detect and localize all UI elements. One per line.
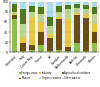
Bar xyxy=(65,9,71,19)
Bar xyxy=(90,2,99,52)
Bar xyxy=(29,45,35,50)
Bar xyxy=(74,8,80,13)
Bar xyxy=(12,12,17,14)
Legend: Energy crops, Manure, Industry, Organic wastes, Agricultural residues, Other was: Energy crops, Manure, Industry, Organic … xyxy=(19,71,90,80)
Bar xyxy=(74,13,80,15)
Bar xyxy=(63,2,72,52)
Bar xyxy=(56,2,62,6)
Bar xyxy=(37,2,46,52)
Bar xyxy=(92,43,97,52)
Bar xyxy=(46,2,54,52)
Bar xyxy=(56,19,62,50)
Bar xyxy=(83,9,88,14)
Bar xyxy=(83,14,88,18)
Bar xyxy=(38,22,44,32)
Bar xyxy=(56,6,62,12)
Bar xyxy=(47,34,53,38)
Bar xyxy=(12,14,17,15)
Bar xyxy=(12,15,17,19)
Bar xyxy=(47,38,53,51)
Bar xyxy=(38,45,44,52)
Bar xyxy=(83,18,88,51)
Bar xyxy=(38,7,44,14)
Bar xyxy=(12,2,17,4)
Bar xyxy=(81,2,90,52)
Bar xyxy=(10,2,19,52)
Bar xyxy=(28,2,37,52)
Bar xyxy=(65,51,71,52)
Bar xyxy=(92,7,97,14)
Bar xyxy=(38,2,44,7)
Bar xyxy=(20,9,26,24)
Bar xyxy=(29,50,35,52)
Bar xyxy=(47,26,53,34)
Bar xyxy=(47,17,53,26)
Bar xyxy=(29,17,35,45)
Bar xyxy=(38,14,44,22)
Bar xyxy=(56,12,62,17)
Bar xyxy=(65,47,71,51)
Bar xyxy=(19,2,28,52)
Bar xyxy=(74,15,80,43)
Bar xyxy=(38,32,44,45)
Bar xyxy=(74,2,80,4)
Bar xyxy=(83,2,88,5)
Bar xyxy=(20,37,26,43)
Bar xyxy=(74,43,80,52)
Bar xyxy=(29,6,35,12)
Bar xyxy=(92,14,97,24)
Bar xyxy=(65,19,71,47)
Bar xyxy=(47,51,53,52)
Bar xyxy=(29,12,35,17)
Bar xyxy=(83,51,88,52)
Bar xyxy=(12,4,17,12)
Bar xyxy=(92,2,97,7)
Bar xyxy=(92,24,97,32)
Bar xyxy=(47,2,53,17)
Bar xyxy=(55,2,63,52)
Bar xyxy=(20,51,26,52)
Bar xyxy=(56,50,62,52)
Bar xyxy=(20,2,26,9)
Bar xyxy=(65,2,71,5)
Bar xyxy=(56,17,62,19)
Bar xyxy=(29,2,35,6)
Bar xyxy=(83,5,88,9)
Bar xyxy=(92,32,97,43)
Bar xyxy=(20,24,26,37)
Bar xyxy=(65,5,71,9)
Bar xyxy=(12,19,17,52)
Bar xyxy=(74,4,80,8)
Bar xyxy=(20,43,26,51)
Bar xyxy=(72,2,81,52)
